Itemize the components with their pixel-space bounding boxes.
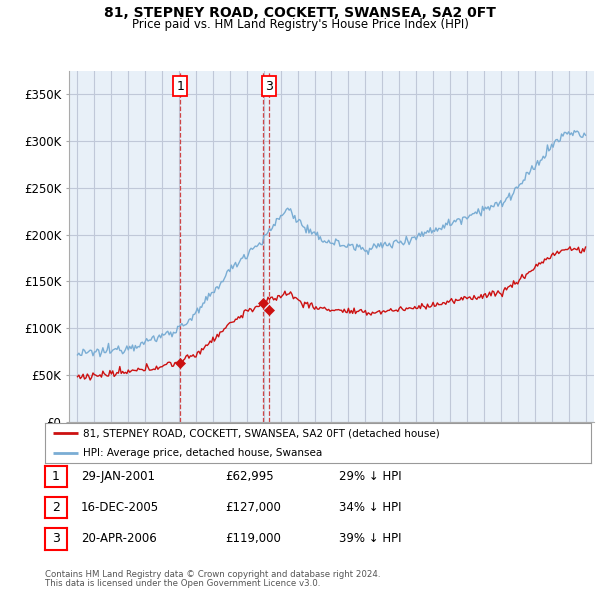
Text: 29% ↓ HPI: 29% ↓ HPI: [339, 470, 401, 483]
Text: This data is licensed under the Open Government Licence v3.0.: This data is licensed under the Open Gov…: [45, 579, 320, 588]
Text: 16-DEC-2005: 16-DEC-2005: [81, 501, 159, 514]
Text: 81, STEPNEY ROAD, COCKETT, SWANSEA, SA2 0FT (detached house): 81, STEPNEY ROAD, COCKETT, SWANSEA, SA2 …: [83, 428, 440, 438]
Text: 1: 1: [52, 470, 60, 483]
Text: 20-APR-2006: 20-APR-2006: [81, 532, 157, 545]
Text: Price paid vs. HM Land Registry's House Price Index (HPI): Price paid vs. HM Land Registry's House …: [131, 18, 469, 31]
Text: 39% ↓ HPI: 39% ↓ HPI: [339, 532, 401, 545]
Text: 34% ↓ HPI: 34% ↓ HPI: [339, 501, 401, 514]
Text: £119,000: £119,000: [225, 532, 281, 545]
Text: 3: 3: [265, 80, 273, 93]
Text: 3: 3: [52, 532, 60, 545]
Text: 2: 2: [52, 501, 60, 514]
Text: Contains HM Land Registry data © Crown copyright and database right 2024.: Contains HM Land Registry data © Crown c…: [45, 571, 380, 579]
Text: 29-JAN-2001: 29-JAN-2001: [81, 470, 155, 483]
Text: £62,995: £62,995: [225, 470, 274, 483]
Text: HPI: Average price, detached house, Swansea: HPI: Average price, detached house, Swan…: [83, 448, 322, 458]
Text: 1: 1: [176, 80, 184, 93]
Text: £127,000: £127,000: [225, 501, 281, 514]
Text: 81, STEPNEY ROAD, COCKETT, SWANSEA, SA2 0FT: 81, STEPNEY ROAD, COCKETT, SWANSEA, SA2 …: [104, 6, 496, 20]
